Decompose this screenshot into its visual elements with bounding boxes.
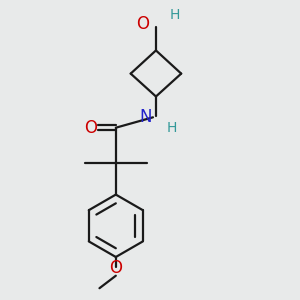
Text: O: O (136, 15, 149, 33)
Text: H: H (170, 8, 181, 22)
Text: H: H (167, 121, 178, 135)
Text: O: O (109, 259, 122, 277)
Text: N: N (139, 108, 152, 126)
Text: O: O (84, 119, 97, 137)
